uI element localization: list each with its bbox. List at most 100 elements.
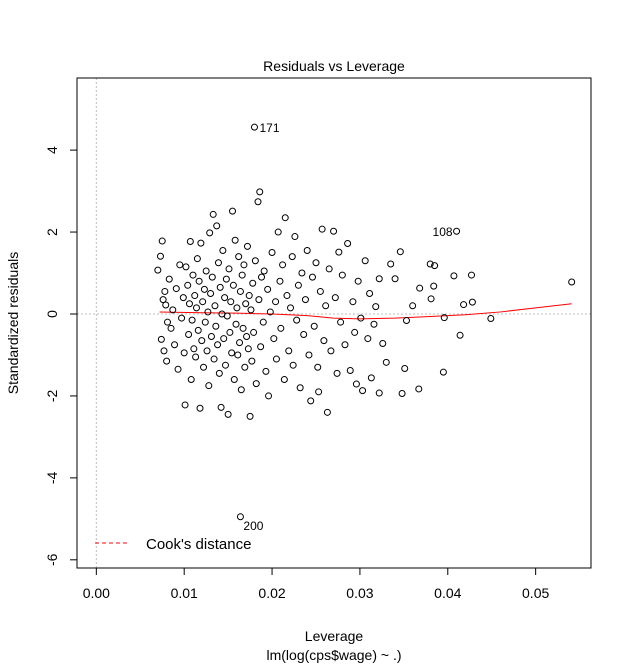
data-point <box>281 214 289 222</box>
data-point <box>305 351 313 359</box>
data-point <box>243 242 251 250</box>
data-point <box>415 385 423 393</box>
data-point <box>192 353 200 361</box>
outlier-label: 200 <box>243 519 263 533</box>
data-point <box>322 302 330 310</box>
data-point <box>427 295 435 303</box>
x-tick-label: 0.03 <box>346 585 373 601</box>
data-point <box>247 306 255 314</box>
data-point <box>268 249 276 257</box>
data-point <box>379 339 387 347</box>
data-point <box>460 301 468 309</box>
data-point <box>236 287 244 295</box>
data-point <box>338 271 346 279</box>
data-point <box>300 330 308 338</box>
data-point <box>185 330 193 338</box>
data-point <box>215 369 223 377</box>
data-point <box>232 320 240 328</box>
data-point <box>468 271 476 279</box>
data-point <box>191 292 199 300</box>
data-point <box>285 347 293 355</box>
data-point <box>279 261 287 269</box>
data-point <box>430 282 438 290</box>
data-point <box>185 300 193 308</box>
data-point <box>287 304 295 312</box>
data-point <box>167 324 175 332</box>
data-point <box>361 257 369 265</box>
data-point <box>266 308 274 316</box>
x-tick-label: 0.04 <box>434 585 461 601</box>
data-point <box>439 368 447 376</box>
y-axis-label: Standardized residuals <box>5 252 21 394</box>
data-point <box>258 273 266 281</box>
data-point <box>370 320 378 328</box>
data-point <box>198 337 206 345</box>
data-point <box>193 255 201 263</box>
data-point <box>241 363 249 371</box>
data-point <box>195 277 203 285</box>
data-point <box>231 236 239 244</box>
data-point <box>260 267 268 275</box>
data-point <box>272 355 280 363</box>
data-point <box>237 386 245 394</box>
data-point <box>233 304 241 312</box>
outlier-label: 171 <box>259 121 279 135</box>
data-point <box>246 412 254 420</box>
data-point <box>351 328 359 336</box>
data-point <box>209 210 217 218</box>
data-point <box>179 294 187 302</box>
data-point <box>190 345 198 353</box>
data-point <box>210 355 218 363</box>
data-point <box>325 265 333 273</box>
data-point <box>364 335 372 343</box>
data-point <box>234 351 242 359</box>
data-point <box>468 298 476 306</box>
data-point <box>257 343 265 351</box>
data-point <box>335 248 343 256</box>
data-point <box>221 294 229 302</box>
data-point <box>283 292 291 300</box>
data-point <box>230 376 238 384</box>
data-point <box>259 318 267 326</box>
data-point <box>366 290 374 298</box>
data-point <box>280 376 288 384</box>
data-point <box>310 322 318 330</box>
data-point <box>176 261 184 269</box>
data-point <box>301 296 309 304</box>
data-point <box>171 341 179 349</box>
data-point <box>245 292 253 300</box>
x-axis-sublabel: lm(log(cps$wage) ~ .) <box>267 647 402 663</box>
data-point <box>204 308 212 316</box>
data-point <box>211 302 219 310</box>
data-point <box>154 266 162 274</box>
data-point <box>249 279 257 287</box>
data-point <box>200 363 208 371</box>
data-point <box>487 314 495 322</box>
data-point <box>387 260 395 268</box>
data-point <box>214 259 222 267</box>
data-point <box>409 302 417 310</box>
data-point <box>337 318 345 326</box>
x-tick-label: 0.01 <box>171 585 198 601</box>
data-point <box>323 408 331 416</box>
data-point <box>207 333 215 341</box>
data-point <box>303 246 311 254</box>
x-tick-label: 0.00 <box>83 585 110 601</box>
data-point <box>349 298 357 306</box>
data-point <box>251 257 259 265</box>
data-point <box>431 262 439 270</box>
y-tick-label: 4 <box>44 146 60 154</box>
data-point <box>219 246 227 254</box>
data-point <box>382 358 390 366</box>
data-point <box>201 318 209 326</box>
y-tick-label: -4 <box>44 471 60 484</box>
data-point <box>188 316 196 324</box>
data-point <box>354 277 362 285</box>
data-point <box>456 331 464 339</box>
data-point <box>272 298 280 306</box>
data-point <box>205 382 213 390</box>
data-point <box>440 314 448 322</box>
data-point <box>344 240 352 248</box>
data-point <box>156 252 164 260</box>
